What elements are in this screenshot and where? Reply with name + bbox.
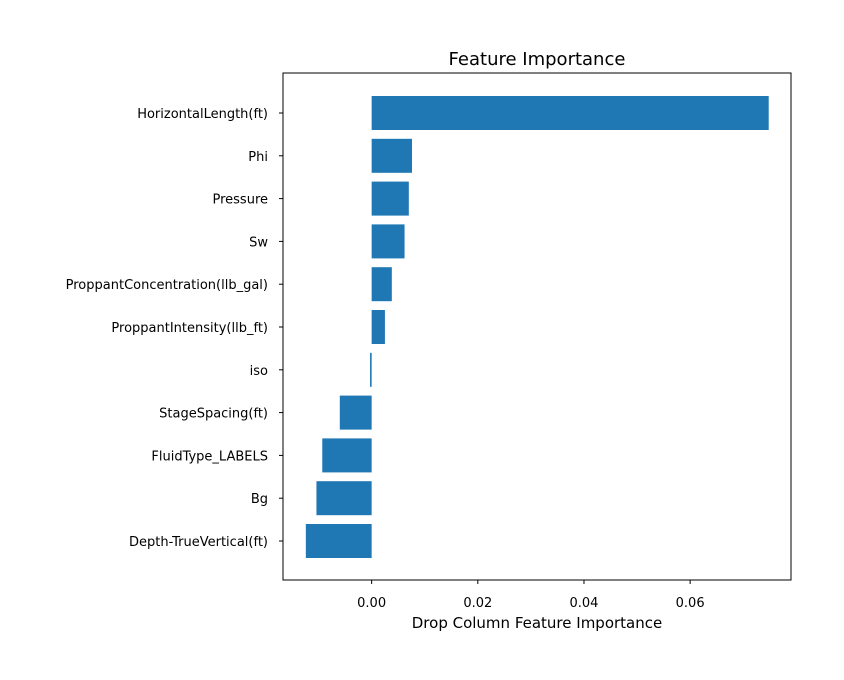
y-tick-label: Sw	[249, 235, 268, 250]
y-tick-label: HorizontalLength(ft)	[137, 107, 268, 122]
y-tick-label: iso	[250, 364, 268, 379]
y-tick-label: Depth-TrueVertical(ft)	[129, 535, 268, 550]
bar	[371, 267, 392, 302]
bar	[371, 96, 769, 130]
bar	[339, 395, 372, 430]
x-tick-label: 0.00	[357, 596, 386, 611]
x-tick-label: 0.02	[463, 596, 492, 611]
bar	[305, 524, 372, 558]
bar	[316, 481, 372, 516]
y-tick-label: StageSpacing(ft)	[159, 407, 268, 422]
y-tick-label: FluidType_LABELS	[151, 449, 268, 464]
bar	[370, 352, 372, 387]
bar	[371, 138, 412, 173]
bar	[322, 438, 372, 473]
y-tick-label: ProppantIntensity(llb_ft)	[111, 321, 268, 336]
bar	[371, 310, 385, 344]
x-tick-label: 0.06	[676, 596, 705, 611]
x-tick-label: 0.04	[570, 596, 599, 611]
y-tick-label: Pressure	[212, 193, 268, 208]
chart-title: Feature Importance	[449, 49, 626, 70]
bars-group	[305, 96, 769, 558]
bar	[371, 224, 405, 259]
y-tick-label: Phi	[248, 150, 268, 165]
y-axis: HorizontalLength(ft) Phi Pressure Sw Proppan…	[66, 107, 283, 550]
y-tick-label: ProppantConcentration(llb_gal)	[66, 278, 268, 293]
x-axis-label: Drop Column Feature Importance	[412, 614, 662, 632]
y-tick-label: Bg	[251, 492, 268, 507]
x-axis: 0.00 0.02 0.04 0.06	[357, 580, 705, 611]
bar	[371, 181, 409, 216]
